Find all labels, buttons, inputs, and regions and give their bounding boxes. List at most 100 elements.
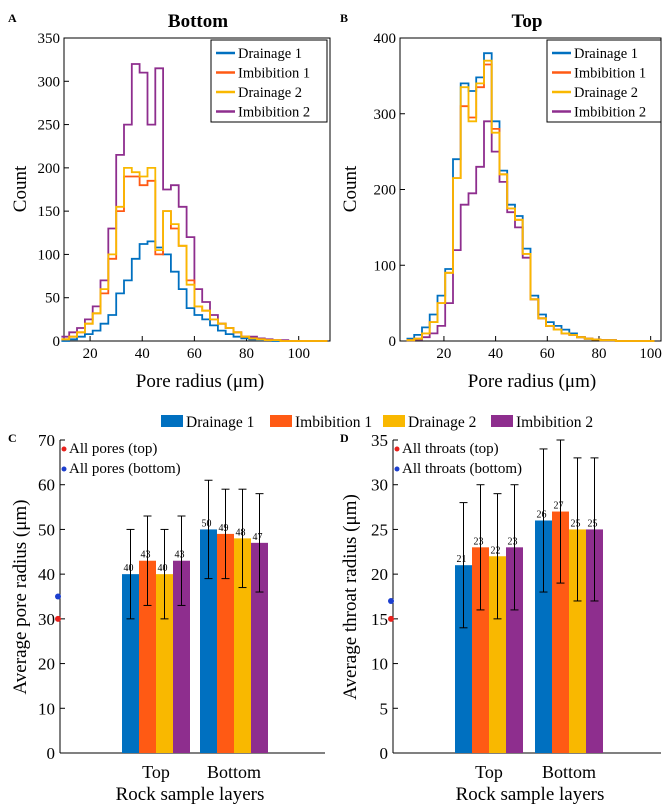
legend-label: Drainage 1 — [186, 414, 254, 431]
x-tick-label: 20 — [436, 346, 451, 362]
marker-dot — [55, 615, 61, 622]
marker-legend-label: All throats (bottom) — [402, 461, 522, 477]
marker-dot — [55, 593, 61, 600]
y-tick-label: 15 — [371, 610, 388, 629]
bar-bottom-drainage-2 — [569, 529, 586, 753]
bar-bottom-drainage-1 — [535, 520, 552, 753]
y-tick-label: 100 — [374, 258, 397, 274]
legend-label: Imbibition 2 — [574, 105, 646, 121]
x-tick-label: 60 — [540, 346, 555, 362]
bar-top-drainage-2 — [156, 574, 173, 753]
y-tick-label: 0 — [47, 744, 56, 763]
panel-b-xlabel: Pore radius (μm) — [468, 371, 596, 392]
legend-label: Drainage 1 — [238, 46, 302, 62]
y-tick-label: 250 — [38, 118, 61, 134]
bar-top-imbibition-2 — [173, 560, 190, 753]
bar-value-label: 50 — [202, 518, 212, 529]
bar-value-label: 23 — [474, 536, 484, 547]
y-tick-label: 25 — [371, 520, 388, 539]
marker-legend-label: All throats (top) — [402, 441, 499, 457]
x-tick-label: Bottom — [542, 762, 596, 782]
bar-top-imbibition-1 — [139, 560, 156, 753]
legend-label: Drainage 2 — [238, 85, 302, 101]
y-tick-label: 200 — [374, 183, 397, 199]
bar-top-drainage-2 — [489, 556, 506, 753]
panel-d-bar-chart: 0 5 10 15 20 25 30 35 Top 21 23 22 23 Bottom 26 27 25 25 A… — [371, 431, 661, 782]
bar-value-label: 43 — [175, 550, 185, 561]
y-tick-label: 70 — [38, 431, 55, 450]
bar-value-label: 21 — [457, 554, 467, 565]
plot-frame — [63, 37, 331, 342]
y-tick-label: 20 — [38, 655, 55, 674]
bar-value-label: 49 — [219, 523, 229, 534]
series-line-drainage-2 — [406, 59, 655, 342]
bar-bottom-imbibition-2 — [586, 529, 603, 753]
bar-bottom-drainage-2 — [234, 538, 251, 753]
legend-label: Imbibition 1 — [295, 414, 372, 431]
y-tick-label: 300 — [374, 107, 397, 123]
marker-dot — [388, 597, 394, 604]
bar-value-label: 25 — [588, 518, 598, 529]
bar-value-label: 47 — [253, 532, 263, 543]
panel-c-ylabel: Average pore radius (μm) — [10, 499, 31, 694]
series-line-drainage-2 — [61, 167, 328, 342]
panel-a-xlabel: Pore radius (μm) — [136, 371, 264, 392]
y-tick-label: 150 — [38, 204, 61, 220]
y-tick-label: 40 — [38, 565, 55, 584]
legend-label: Drainage 2 — [574, 85, 638, 101]
legend-swatch — [383, 415, 405, 427]
bar-value-label: 43 — [141, 550, 151, 561]
bar-bottom-drainage-1 — [200, 529, 217, 753]
bar-top-drainage-1 — [455, 565, 472, 753]
x-tick-label: Bottom — [207, 762, 261, 782]
bar-value-label: 27 — [554, 501, 564, 512]
panel-b-ylabel: Count — [340, 165, 361, 212]
marker-legend-dot — [394, 446, 400, 452]
legend-label: Imbibition 1 — [238, 66, 310, 82]
legend-swatch — [270, 415, 292, 427]
y-tick-label: 10 — [38, 699, 55, 718]
bar-bottom-imbibition-2 — [251, 542, 268, 753]
x-tick-label: 40 — [135, 346, 150, 362]
panel-b-histogram: 0 100 200 300 400 20 40 60 80 100 Drainage 1 Imbibi… — [374, 31, 662, 362]
panel-b-title: Top — [512, 11, 543, 32]
y-tick-label: 10 — [371, 655, 388, 674]
marker-legend-dot — [394, 466, 400, 472]
y-tick-label: 350 — [38, 31, 61, 47]
marker-legend-dot — [61, 466, 67, 472]
x-tick-label: 80 — [591, 346, 606, 362]
panel-c-xlabel: Rock sample layers — [116, 784, 265, 805]
bar-value-label: 48 — [236, 527, 246, 538]
y-tick-label: 20 — [371, 565, 388, 584]
shared-legend: Drainage 1 Imbibition 1 Drainage 2 Imbibiti… — [161, 414, 593, 431]
y-tick-label: 0 — [389, 334, 397, 350]
bar-value-label: 26 — [537, 509, 547, 520]
bar-top-drainage-1 — [122, 574, 139, 753]
y-tick-label: 35 — [371, 431, 388, 450]
marker-dot — [388, 615, 394, 622]
panel-label-a: A — [8, 11, 17, 25]
legend-swatch — [161, 415, 183, 427]
marker-legend-label: All pores (top) — [69, 441, 157, 457]
panel-a-ylabel: Count — [10, 165, 31, 212]
panel-a-histogram: 0 50 100 150 200 250 300 350 20 40 60 80 100 Drainage… — [38, 31, 331, 362]
y-tick-label: 400 — [374, 31, 397, 47]
y-tick-label: 100 — [38, 247, 61, 263]
y-tick-label: 5 — [380, 699, 389, 718]
legend-swatch — [491, 415, 513, 427]
bar-bottom-imbibition-1 — [217, 533, 234, 753]
bar-value-label: 23 — [508, 536, 518, 547]
x-tick-label: 40 — [488, 346, 503, 362]
bar-bottom-imbibition-1 — [552, 511, 569, 753]
bar-value-label: 40 — [124, 563, 134, 574]
panel-label-c: C — [8, 431, 17, 445]
x-tick-label: 100 — [639, 346, 662, 362]
panel-label-b: B — [340, 11, 348, 25]
y-tick-label: 50 — [45, 291, 60, 307]
y-tick-label: 300 — [38, 74, 61, 90]
x-tick-label: 20 — [83, 346, 98, 362]
panel-d-xlabel: Rock sample layers — [456, 784, 605, 805]
y-tick-label: 30 — [371, 476, 388, 495]
y-tick-label: 0 — [380, 744, 389, 763]
